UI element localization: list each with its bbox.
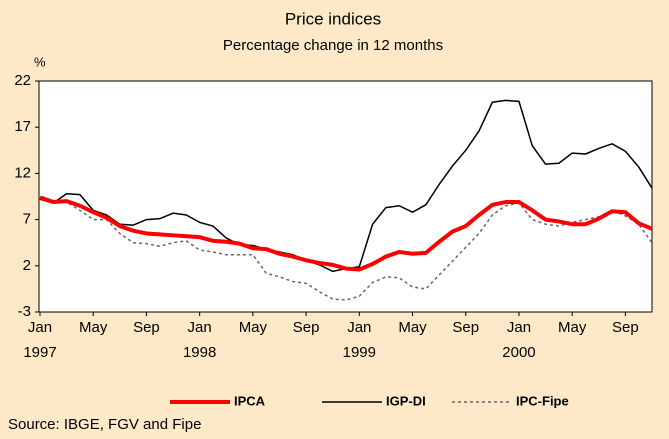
x-tick-label: May [398, 319, 427, 336]
chart-title: Price indices [285, 9, 381, 28]
y-tick-label: 2 [23, 257, 31, 274]
legend-label: IPCA [234, 393, 266, 408]
source: Source: IBGE, FGV and Fipe [8, 416, 201, 433]
legend-label: IGP-DI [386, 393, 426, 408]
x-year-label: 1999 [343, 344, 376, 361]
x-tick-label: Jan [188, 319, 212, 336]
y-tick-label: 7 [23, 211, 31, 228]
x-tick-label: May [239, 319, 268, 336]
x-tick-label: Jan [28, 319, 52, 336]
x-year-label: 1998 [183, 344, 216, 361]
legend-label: IPC-Fipe [516, 393, 569, 408]
x-tick-label: May [79, 319, 108, 336]
plot-area [38, 80, 653, 313]
y-tick-label: 17 [14, 118, 31, 135]
y-tick-label: 22 [14, 72, 31, 89]
x-year-label: 1997 [23, 344, 56, 361]
x-tick-label: Jan [347, 319, 371, 336]
y-axis-label: % [34, 54, 46, 69]
x-tick-label: May [558, 319, 587, 336]
series-line [39, 197, 653, 301]
y-tick-label: -3 [18, 303, 31, 320]
x-tick-label: Sep [133, 319, 160, 336]
y-tick-label: 12 [14, 164, 31, 181]
series-line [39, 195, 653, 272]
x-year-label: 2000 [502, 344, 535, 361]
x-tick-label: Sep [612, 319, 639, 336]
x-tick-label: Jan [507, 319, 531, 336]
x-tick-label: Sep [452, 319, 479, 336]
x-tick-label: Sep [293, 319, 320, 336]
chart-subtitle: Percentage change in 12 months [223, 37, 443, 54]
